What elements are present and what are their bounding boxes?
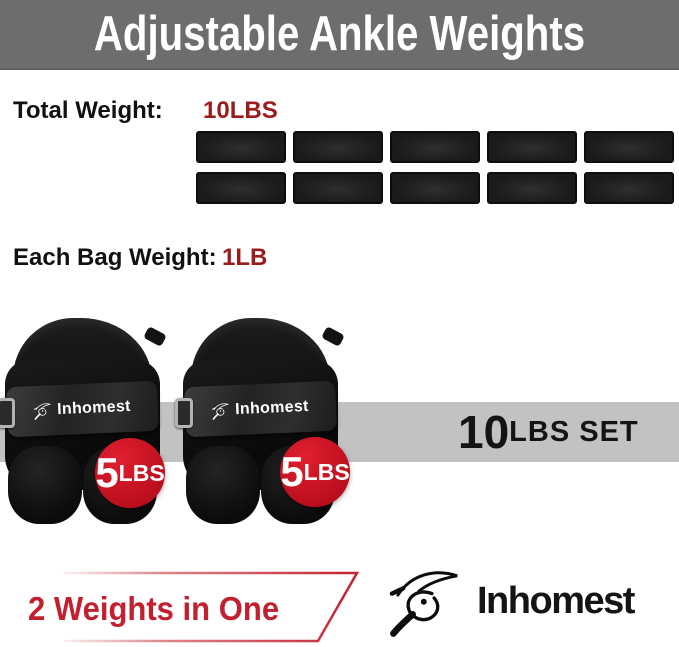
tagline-text: 2 Weights in One — [28, 590, 280, 627]
weight-badge-right: 5 LBS — [280, 437, 350, 507]
ankle-weight-pouch — [186, 446, 260, 524]
badge-unit: LBS — [118, 459, 165, 486]
set-weight-number: 10 — [458, 406, 510, 458]
weight-badge-left: 5 LBS — [95, 438, 165, 508]
weight-bag — [390, 172, 480, 204]
strap-brand-text: Inhomest — [234, 397, 310, 419]
weight-bag — [487, 131, 577, 163]
ankle-weight-strap: Inhomest — [183, 380, 338, 438]
page-title: Adjustable Ankle Weights — [93, 7, 586, 61]
d-ring-buckle — [175, 398, 193, 428]
brand-logo: Inhomest — [385, 563, 635, 639]
weight-bags-grid — [196, 131, 674, 204]
total-weight-value: 10LBS — [203, 97, 278, 124]
strap-brand-text: Inhomest — [56, 397, 132, 419]
set-weight-unit: LBS SET — [509, 415, 639, 448]
total-weight-label: Total Weight: — [13, 97, 163, 124]
each-bag-weight-value: 1LB — [222, 244, 268, 271]
badge-number: 5 — [95, 449, 119, 496]
badge-unit: LBS — [303, 458, 350, 485]
weight-bag — [293, 131, 383, 163]
ankle-weight-pouch — [8, 446, 82, 524]
badge-number: 5 — [280, 448, 304, 495]
weight-bag — [584, 172, 674, 204]
bird-logo-icon — [212, 401, 231, 420]
weight-bag — [196, 131, 286, 163]
set-weight-label: 10 LBS SET — [458, 402, 639, 462]
ankle-weight-strap-tab — [143, 326, 167, 347]
weight-bag — [293, 172, 383, 204]
bird-logo-icon — [34, 401, 53, 420]
bird-logo-icon — [385, 564, 467, 638]
weight-bag — [584, 131, 674, 163]
ankle-weight-strap-tab — [321, 326, 345, 347]
weight-bag — [390, 131, 480, 163]
ankle-weight-strap: Inhomest — [5, 380, 160, 438]
brand-logo-text: Inhomest — [477, 579, 635, 622]
d-ring-buckle — [0, 398, 15, 428]
weight-bag — [487, 172, 577, 204]
header-banner: Adjustable Ankle Weights — [0, 0, 679, 70]
each-bag-weight-label: Each Bag Weight: — [13, 244, 217, 271]
weight-bag — [196, 172, 286, 204]
